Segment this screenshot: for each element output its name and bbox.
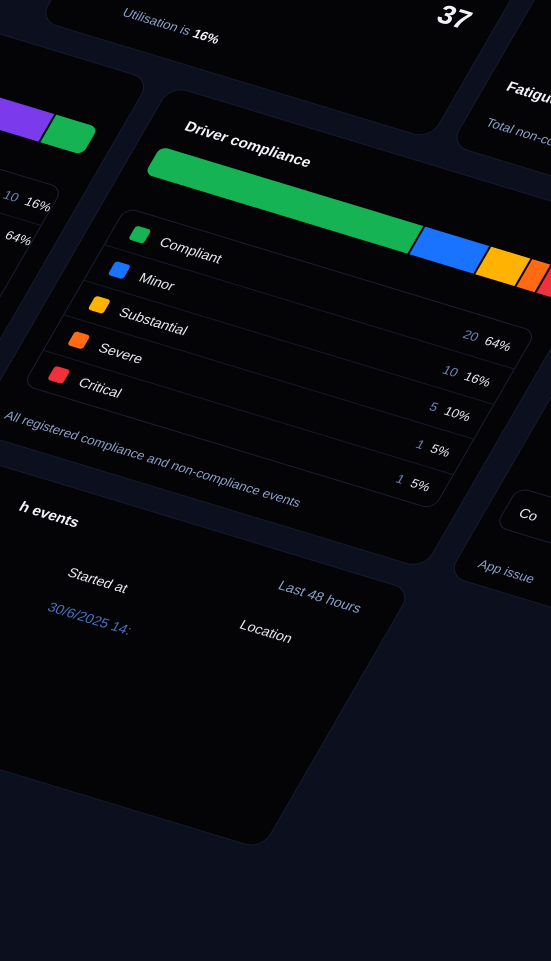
legend-swatch bbox=[47, 366, 70, 384]
row-values: 15% bbox=[393, 471, 433, 494]
bar-segment bbox=[0, 7, 55, 142]
percent: 5% bbox=[408, 476, 433, 494]
row-values: 1016% bbox=[440, 362, 494, 389]
legend-name: Minor bbox=[137, 270, 177, 292]
percent: 16% bbox=[22, 194, 54, 215]
legend-row: 1016% bbox=[0, 71, 61, 226]
item-name: Co bbox=[517, 506, 541, 523]
count: 1 bbox=[393, 471, 407, 486]
range-filter: Last 48 hours bbox=[276, 578, 364, 615]
percent: 16% bbox=[462, 369, 494, 390]
row-values: 1016% bbox=[1, 187, 55, 214]
legend-name: Severe bbox=[97, 340, 146, 365]
utilisation: Utilisation is16% bbox=[120, 6, 222, 46]
utilisation-value: 16% bbox=[190, 26, 222, 47]
count: 10 bbox=[440, 362, 461, 379]
legend-swatch bbox=[67, 331, 90, 349]
row-values: 64% bbox=[3, 228, 35, 249]
legend-name: Compliant bbox=[157, 235, 224, 265]
column-header: Started at bbox=[65, 565, 130, 595]
cell: 30/6/2025 14: bbox=[45, 600, 134, 637]
shift-value: 37 bbox=[432, 1, 476, 34]
legend-swatch bbox=[108, 260, 131, 278]
count: 5 bbox=[427, 399, 441, 414]
card-title: Fatigue bbox=[504, 80, 551, 108]
row-values: 2064% bbox=[460, 327, 514, 354]
column-header: Location bbox=[238, 617, 296, 644]
percent: 64% bbox=[482, 334, 514, 355]
card-title: h events bbox=[16, 500, 82, 531]
row-values: 510% bbox=[427, 399, 474, 424]
item-box: Co bbox=[495, 487, 551, 620]
count: 1 bbox=[413, 436, 427, 451]
legend-swatch bbox=[88, 295, 111, 313]
legend-name: Critical bbox=[76, 375, 124, 400]
card-subtitle: App issue bbox=[476, 557, 537, 585]
utilisation-text: Utilisation is bbox=[120, 5, 194, 38]
percent: 5% bbox=[428, 441, 453, 459]
count: 20 bbox=[460, 327, 481, 344]
row-values: 15% bbox=[413, 436, 453, 459]
legend-name: Substantial bbox=[117, 305, 190, 337]
percent: 64% bbox=[3, 228, 35, 249]
legend-swatch bbox=[128, 225, 151, 243]
card-subtitle: Total non-co bbox=[484, 116, 551, 148]
percent: 10% bbox=[441, 404, 473, 425]
count: 10 bbox=[1, 187, 22, 204]
